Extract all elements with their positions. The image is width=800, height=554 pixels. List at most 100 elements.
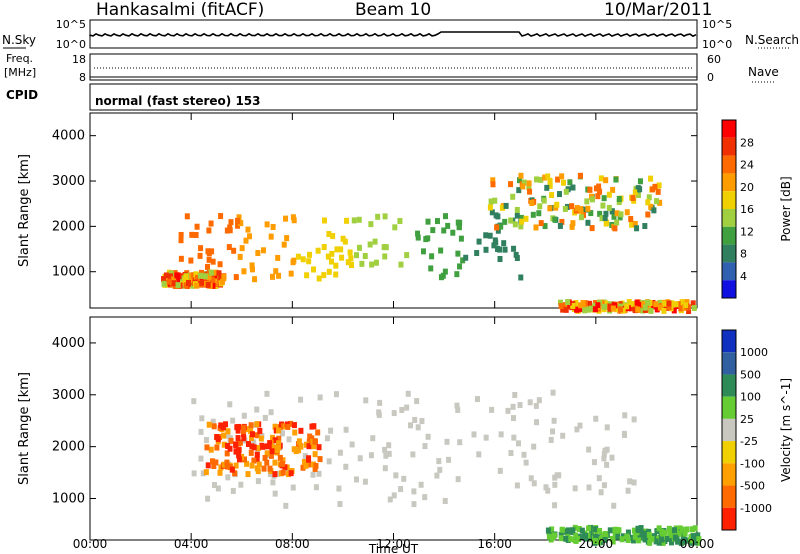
velocity-cell: [598, 489, 604, 496]
velocity-cell: [255, 468, 261, 475]
velocity-cell: [474, 396, 480, 403]
power-cell: [541, 197, 547, 204]
velocity-cell: [271, 444, 277, 451]
velocity-cell: [241, 428, 247, 435]
power-cell: [166, 278, 172, 285]
power-cell: [602, 214, 608, 221]
velocity-cell: [659, 536, 665, 543]
power-cell: [455, 219, 461, 226]
velocity-cell: [505, 407, 511, 414]
velocity-cell: [668, 539, 674, 546]
power-cell: [349, 262, 355, 269]
power-colorbar-swatch: [722, 226, 736, 245]
velocity-cell: [309, 435, 315, 442]
velocity-cell: [370, 435, 376, 442]
cpid-label: CPID: [6, 88, 39, 102]
velocity-cell: [434, 472, 440, 479]
velocity-colorbar-tick: 100: [740, 391, 761, 404]
velocity-cell: [262, 454, 268, 461]
velocity-cell: [272, 459, 278, 466]
velocity-cell: [415, 424, 421, 431]
velocity-cell: [573, 532, 579, 539]
velocity-cell: [625, 529, 631, 536]
velocity-cell: [220, 424, 226, 431]
velocity-cell: [454, 402, 460, 409]
velocity-cell: [559, 526, 565, 533]
power-cell: [175, 276, 181, 283]
power-cell: [221, 274, 227, 281]
velocity-cell: [398, 486, 404, 493]
velocity-cell: [455, 406, 461, 413]
power-cell: [618, 211, 624, 218]
velocity-cell: [268, 409, 274, 416]
power-cell: [161, 280, 167, 287]
velocity-cell: [599, 534, 605, 541]
power-cell: [300, 256, 306, 263]
velocity-cell: [261, 465, 267, 472]
power-cell: [570, 220, 576, 227]
power-cell: [493, 212, 499, 219]
velocity-cell: [306, 438, 312, 445]
power-cell: [348, 255, 354, 262]
velocity-cell: [206, 421, 212, 428]
power-cell: [187, 272, 193, 279]
velocity-cell: [646, 528, 652, 535]
velocity-cell: [377, 399, 383, 406]
velocity-cell: [549, 526, 555, 533]
velocity-cell: [664, 535, 670, 542]
velocity-cell: [272, 423, 278, 430]
velocity-cell: [556, 472, 562, 479]
power-cell: [637, 178, 643, 185]
power-cell: [369, 261, 375, 268]
power-cell: [609, 208, 615, 215]
velocity-cell: [672, 534, 678, 541]
velocity-cell: [232, 470, 238, 477]
power-cell: [573, 299, 579, 306]
power-cell: [657, 299, 663, 306]
power-cell: [345, 259, 351, 266]
power-cell: [487, 232, 493, 239]
power-cell: [198, 279, 204, 286]
power-cell: [518, 274, 524, 281]
velocity-cell: [671, 527, 677, 534]
velocity-cell: [198, 428, 204, 435]
power-cell: [178, 237, 184, 244]
power-cell: [438, 247, 444, 254]
power-cell: [611, 213, 617, 220]
velocity-cell: [619, 536, 625, 543]
power-cell: [460, 257, 466, 264]
power-cell: [587, 300, 593, 307]
velocity-cell: [579, 527, 585, 534]
power-cell: [216, 270, 222, 277]
power-colorbar-tick: 28: [740, 136, 754, 149]
power-cell: [510, 193, 516, 200]
power-cell: [511, 245, 517, 252]
velocity-cell: [288, 420, 294, 427]
power-cell: [630, 195, 636, 202]
power-cell: [613, 176, 619, 183]
velocity-cell: [591, 459, 597, 466]
velocity-cell: [248, 434, 254, 441]
power-cell: [382, 253, 388, 260]
velocity-colorbar-swatch: [722, 374, 736, 397]
power-cell: [585, 205, 591, 212]
power-cell: [375, 213, 381, 220]
velocity-cell: [225, 428, 231, 435]
velocity-cell: [684, 537, 690, 544]
velocity-cell: [684, 526, 690, 533]
power-colorbar-tick: 12: [740, 225, 754, 238]
velocity-cell: [301, 459, 307, 466]
power-cell: [578, 207, 584, 214]
power-cell: [189, 231, 195, 238]
nave-tick: 60: [707, 53, 721, 66]
velocity-cell: [679, 526, 685, 533]
power-cell: [228, 219, 234, 226]
power-cell: [326, 268, 332, 275]
power-cell: [491, 242, 497, 249]
power-cell: [161, 276, 167, 283]
power-cell: [443, 213, 449, 220]
power-cell: [538, 176, 544, 183]
time-tick-label: 08:00: [275, 537, 310, 551]
velocity-cell: [558, 535, 564, 542]
power-cell: [648, 307, 654, 314]
